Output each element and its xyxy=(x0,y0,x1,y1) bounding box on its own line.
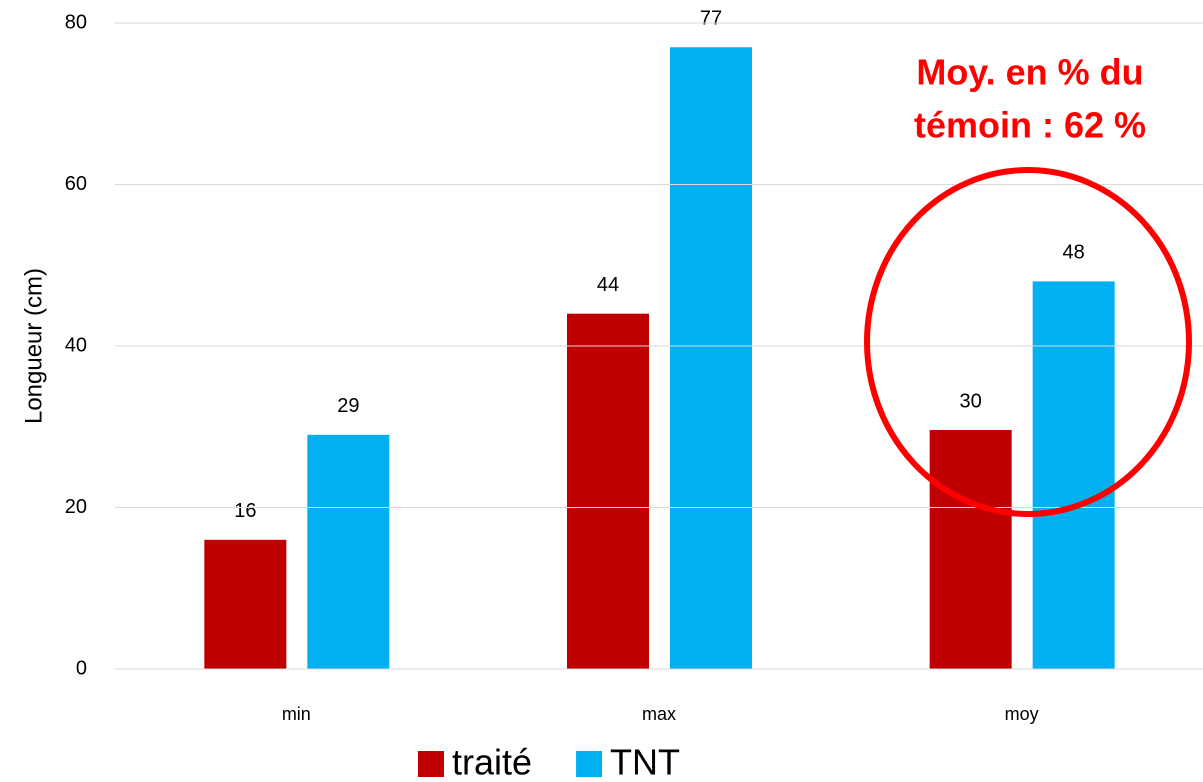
bar xyxy=(204,539,287,669)
bar xyxy=(567,313,649,669)
bar xyxy=(670,47,752,670)
y-tick-label: 40 xyxy=(65,334,87,356)
y-tick-label: 20 xyxy=(65,496,87,518)
y-tick-label: 80 xyxy=(65,11,87,33)
data-label: 48 xyxy=(1063,242,1085,264)
legend-label: TNT xyxy=(610,742,680,782)
data-label: 16 xyxy=(234,500,256,522)
bar xyxy=(929,429,1012,669)
y-tick-label: 0 xyxy=(76,657,87,679)
data-label: 77 xyxy=(700,8,722,30)
legend-label: traité xyxy=(452,742,532,782)
x-tick-label: max xyxy=(642,704,676,724)
y-tick-label: 60 xyxy=(65,173,87,195)
annotation: témoin : 62 % xyxy=(914,105,1146,146)
data-label: 30 xyxy=(960,390,982,412)
x-tick-label: moy xyxy=(1005,704,1039,724)
legend-swatch xyxy=(576,751,603,777)
legend-swatch xyxy=(418,751,444,777)
y-axis-label: Longueur (cm) xyxy=(20,268,47,424)
data-label: 44 xyxy=(597,274,619,296)
bar xyxy=(1032,281,1115,669)
x-tick-label: min xyxy=(282,704,311,724)
data-label: 29 xyxy=(337,395,359,417)
annotation: Moy. en % du xyxy=(916,52,1143,93)
highlight-circle xyxy=(864,167,1192,517)
bar xyxy=(307,434,390,669)
